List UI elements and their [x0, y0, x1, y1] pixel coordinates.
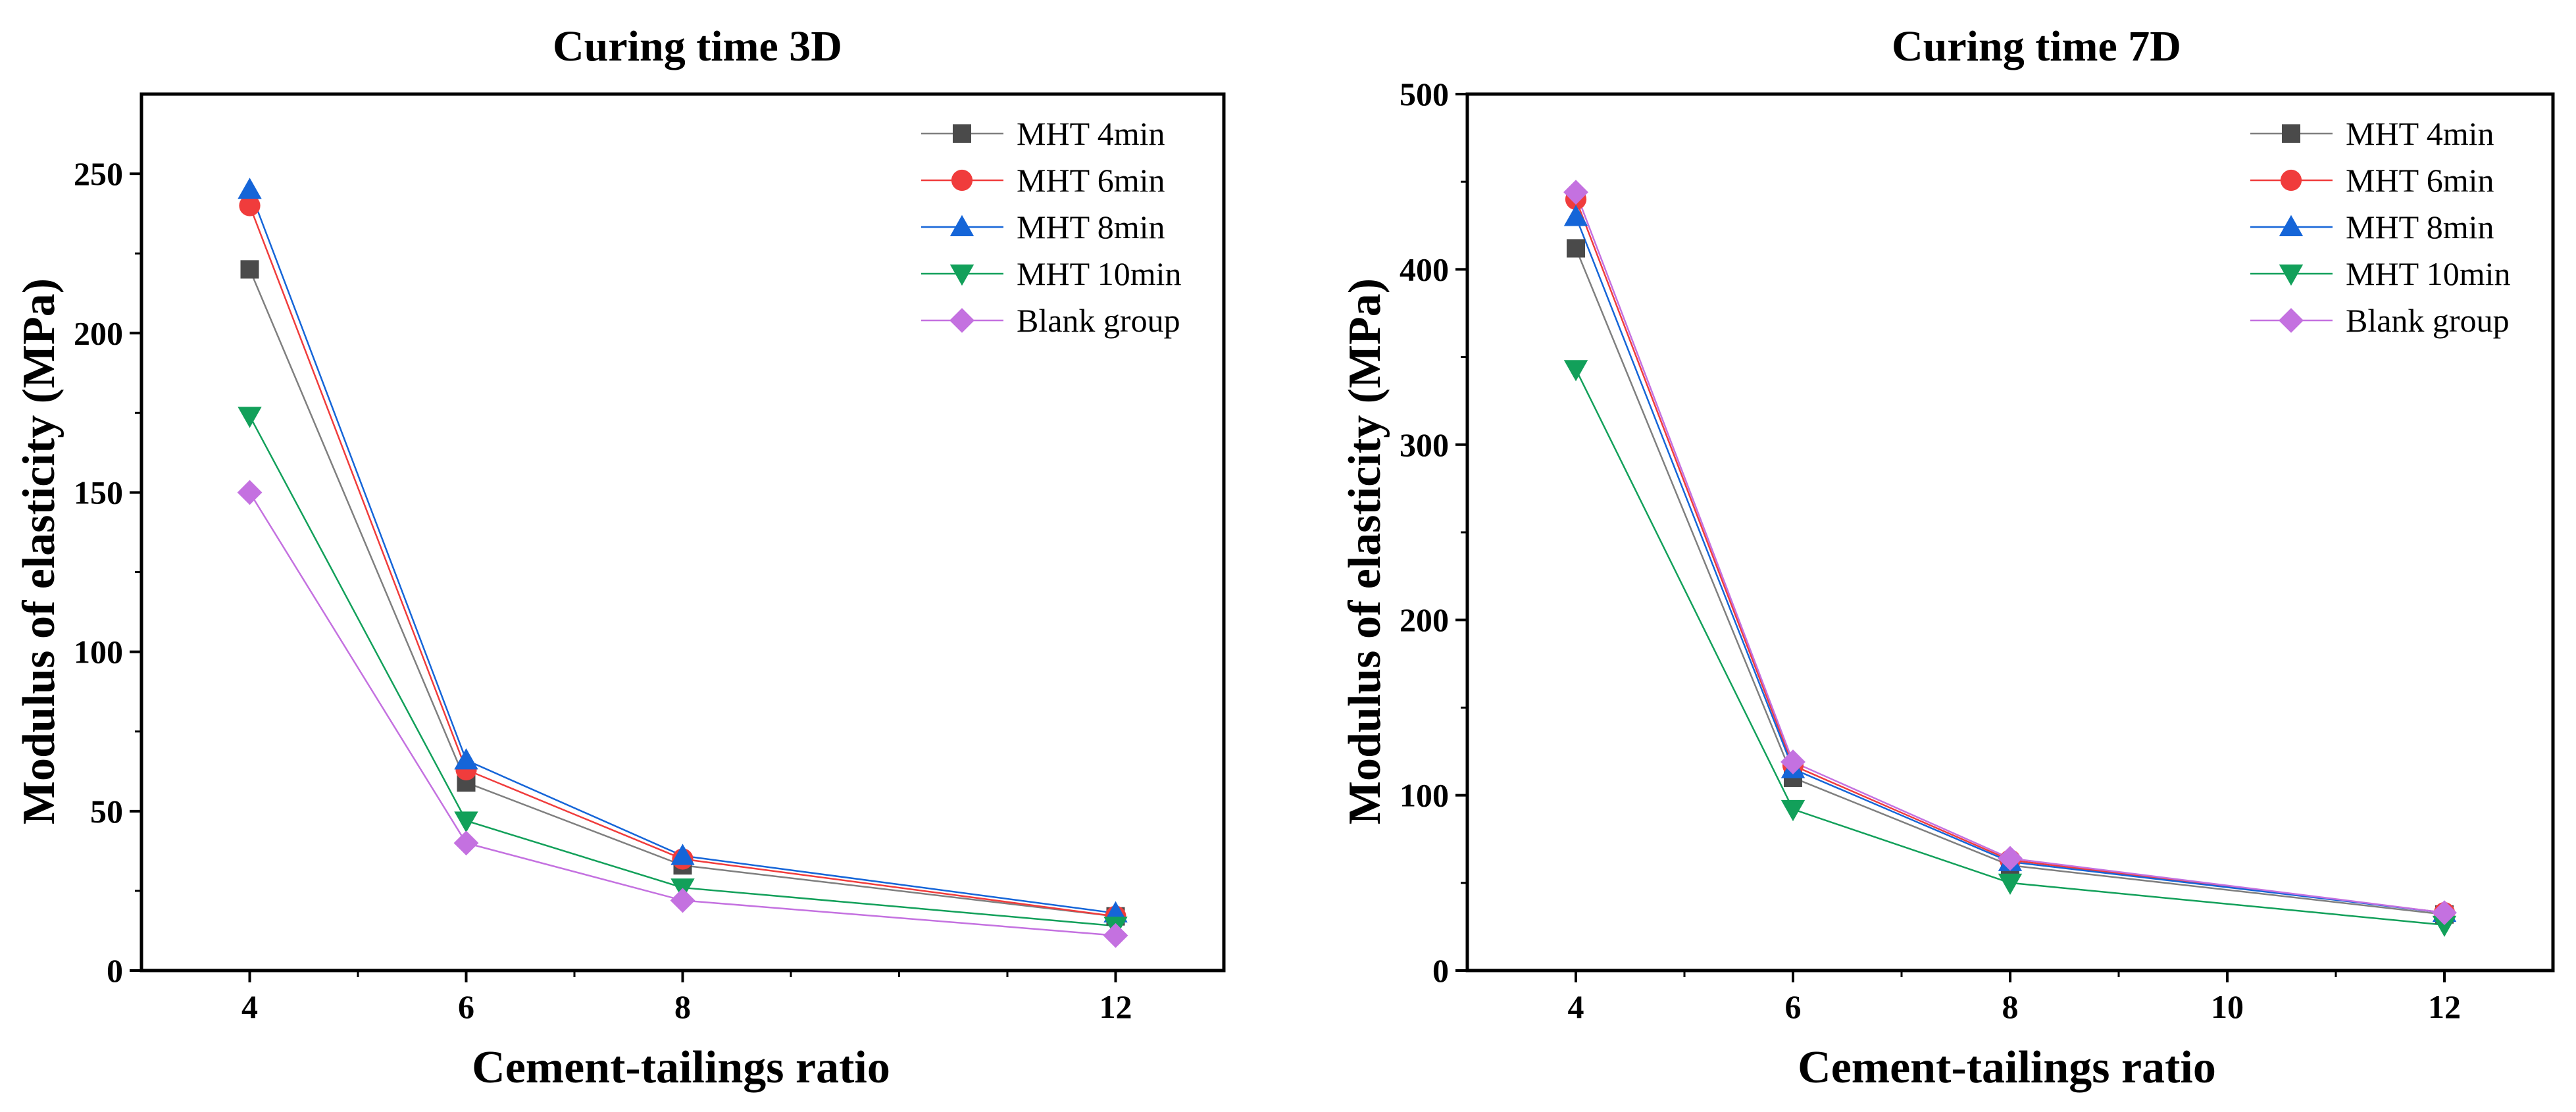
data-point-3d-s4: [1103, 922, 1128, 948]
data-point-7d-s3: [2432, 915, 2457, 937]
legend-marker-3d: [949, 265, 974, 286]
data-point-3d-s2: [238, 178, 262, 199]
series-line-7d-1: [1575, 199, 2445, 914]
x-axis-label-7d: Cement-tailings ratio: [1798, 1042, 2216, 1093]
chart-panel-7d: Curing time 7D 0 100 200 300 400 500 4 6 8 10 12 MH…: [1340, 22, 2555, 1093]
data-point-7d-s4: [1780, 749, 1806, 774]
legend-marker-7d: [2282, 124, 2300, 143]
series-line-7d-2: [1575, 216, 2445, 914]
data-point-7d-s3: [1563, 360, 1588, 382]
y-tick-label-7d: 500: [1400, 76, 1449, 113]
x-tick-label-3d: 4: [241, 988, 258, 1025]
legend-label-7d: MHT 4min: [2346, 115, 2494, 152]
data-point-3d-s1: [239, 195, 261, 216]
y-tick-label-3d: 0: [107, 952, 123, 989]
data-point-3d-s4: [237, 480, 263, 505]
y-tick-label-7d: 400: [1400, 251, 1449, 288]
y-tick-label-3d: 200: [74, 315, 123, 351]
plot-frame-3d: [139, 92, 1226, 973]
legend-marker-7d: [2279, 265, 2304, 286]
legend-label-3d: MHT 6min: [1017, 162, 1165, 199]
series-line-3d-4: [249, 492, 1116, 936]
y-tick-label-3d: 250: [74, 155, 123, 192]
legend-label-3d: MHT 4min: [1017, 115, 1165, 152]
data-point-3d-s3: [454, 811, 478, 833]
chart-title-7d: Curing time 7D: [1892, 22, 2181, 70]
plot-frame-7d: [1465, 92, 2555, 973]
y-tick-label-3d: 50: [90, 793, 123, 830]
y-axis-label-3d: Modulus of elasticity (MPa): [14, 278, 64, 824]
x-tick-label-3d: 8: [674, 988, 691, 1025]
legend-label-3d: Blank group: [1017, 302, 1180, 339]
series-line-7d-0: [1575, 247, 2445, 915]
data-point-7d-s2: [1563, 205, 1588, 226]
legend-label-7d: MHT 10min: [2346, 255, 2511, 292]
legend-marker-3d: [949, 215, 974, 236]
y-tick-label-3d: 150: [74, 474, 123, 511]
series-line-3d-0: [249, 268, 1116, 917]
chart-title-3d: Curing time 3D: [553, 22, 842, 70]
x-tick-label-3d: 12: [1099, 988, 1132, 1025]
legend-marker-3d: [949, 308, 974, 333]
series-line-3d-1: [249, 205, 1116, 917]
legend-marker-7d: [2279, 308, 2304, 333]
data-point-3d-s2: [454, 748, 478, 770]
y-axis-label-7d: Modulus of elasticity (MPa): [1340, 278, 1390, 824]
y-tick-label-7d: 100: [1400, 777, 1449, 814]
y-tick-label-7d: 200: [1400, 601, 1449, 638]
data-point-7d-s4: [2432, 900, 2457, 925]
x-axis-label-3d: Cement-tailings ratio: [472, 1042, 890, 1093]
series-line-3d-2: [249, 189, 1116, 915]
data-point-7d-s3: [1780, 799, 1806, 822]
data-point-7d-s4: [1998, 846, 2023, 871]
x-tick-label-3d: 6: [458, 988, 474, 1025]
y-tick-label-7d: 300: [1400, 426, 1449, 463]
legend-marker-7d: [2279, 215, 2304, 236]
chart-panel-3d: Curing time 3D 0 50 100 150 200 250 4 6 8 12 MHT 4…: [14, 22, 1226, 1093]
x-tick-label-7d: 6: [1785, 988, 1802, 1025]
data-point-7d-s3: [1998, 873, 2023, 895]
legend-label-7d: Blank group: [2346, 302, 2510, 339]
data-point-3d-s0: [240, 260, 259, 279]
y-tick-label-3d: 100: [74, 634, 123, 670]
data-point-7d-s4: [1563, 180, 1588, 205]
x-tick-label-7d: 12: [2428, 988, 2461, 1025]
series-line-7d-4: [1575, 191, 2445, 914]
x-tick-label-7d: 8: [2002, 988, 2019, 1025]
data-point-3d-s4: [670, 888, 695, 913]
data-point-7d-s0: [1567, 239, 1585, 258]
legend-marker-3d: [953, 124, 971, 143]
legend-label-3d: MHT 8min: [1017, 209, 1165, 245]
data-point-3d-s2: [670, 844, 695, 865]
data-point-3d-s3: [238, 407, 262, 428]
plot-area-7d: 0 100 200 300 400 500 4 6 8 10 12 MHT 4min MHT 6min M…: [1400, 76, 2555, 1025]
legend-label-7d: MHT 6min: [2346, 162, 2494, 199]
legend-label-7d: MHT 8min: [2346, 209, 2494, 245]
legend-label-3d: MHT 10min: [1017, 255, 1182, 292]
x-tick-label-7d: 4: [1568, 988, 1584, 1025]
legend-marker-3d: [951, 169, 973, 191]
y-tick-label-7d: 0: [1432, 952, 1449, 989]
data-point-3d-s4: [453, 830, 479, 856]
x-tick-label-7d: 10: [2211, 988, 2244, 1025]
series-line-3d-3: [249, 415, 1116, 927]
series-line-7d-3: [1575, 368, 2445, 926]
plot-area-3d: 0 50 100 150 200 250 4 6 8 12 MHT 4min MHT 6min MHT …: [74, 92, 1226, 1025]
legend-marker-7d: [2280, 169, 2302, 191]
